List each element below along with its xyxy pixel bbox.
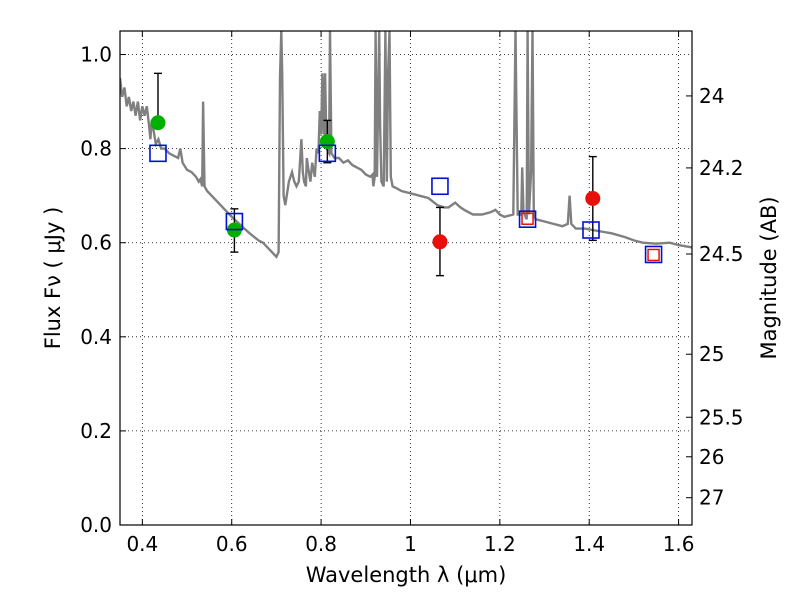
x-tick-label: 1.6 [663,532,695,556]
right-tick-label: 24.5 [699,242,744,266]
x-tick-label: 0.6 [216,532,248,556]
right-tick-label: 25 [699,342,724,366]
data-points [149,72,663,277]
right-axis-ticks: 24 24.2 24.5 25 25.5 26 27 [686,84,744,510]
red-square-point [521,212,534,225]
x-tick-label: 1 [404,532,417,556]
blue-square-point [431,177,449,196]
y-tick-label: 0.2 [80,419,112,443]
right-tick-label: 27 [699,486,724,510]
blue-square-point [518,210,537,228]
right-axis-title: Magnitude (AB) [757,196,781,359]
right-tick-label: 24.2 [699,156,744,180]
x-tick-label: 0.4 [126,532,158,556]
right-tick-label: 25.5 [699,405,744,429]
red-square-point [647,248,660,262]
right-tick-label: 24 [699,84,724,108]
blue-square-point [225,212,244,231]
y-tick-label: 1.0 [80,43,112,67]
spectrum-line [120,31,692,259]
x-tick-label: 1.4 [573,532,605,556]
blue-square-point [149,144,167,163]
grid-lines [120,31,692,526]
right-tick-label: 26 [699,445,724,469]
blue-square-point [644,245,663,264]
green-circle-point [319,134,335,150]
x-tick-label: 1.2 [484,532,516,556]
y-axis-title: Flux Fν ( μJy ) [41,207,65,350]
model-spectrum [120,31,692,259]
y-axis-ticks: 0.0 0.2 0.4 0.6 0.8 1.0 [80,43,126,537]
red-circle-point [585,190,601,206]
x-axis-title: Wavelength λ (μm) [306,563,507,587]
blue-square-point [318,144,337,163]
x-tick-label: 0.8 [305,532,337,556]
y-tick-label: 0.0 [80,513,112,537]
x-axis-ticks: 0.4 0.6 0.8 1 1.2 1.4 1.6 [126,31,695,556]
red-circle-point [432,234,448,250]
y-tick-label: 0.6 [80,231,112,255]
y-tick-label: 0.8 [80,137,112,161]
green-circle-point [150,115,166,131]
y-tick-label: 0.4 [80,325,112,349]
blue-square-point [582,221,600,239]
plot-frame [119,30,693,526]
